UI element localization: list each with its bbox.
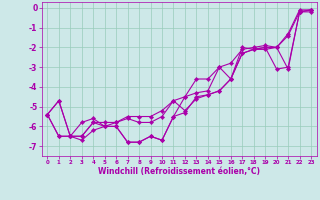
X-axis label: Windchill (Refroidissement éolien,°C): Windchill (Refroidissement éolien,°C) xyxy=(98,167,260,176)
